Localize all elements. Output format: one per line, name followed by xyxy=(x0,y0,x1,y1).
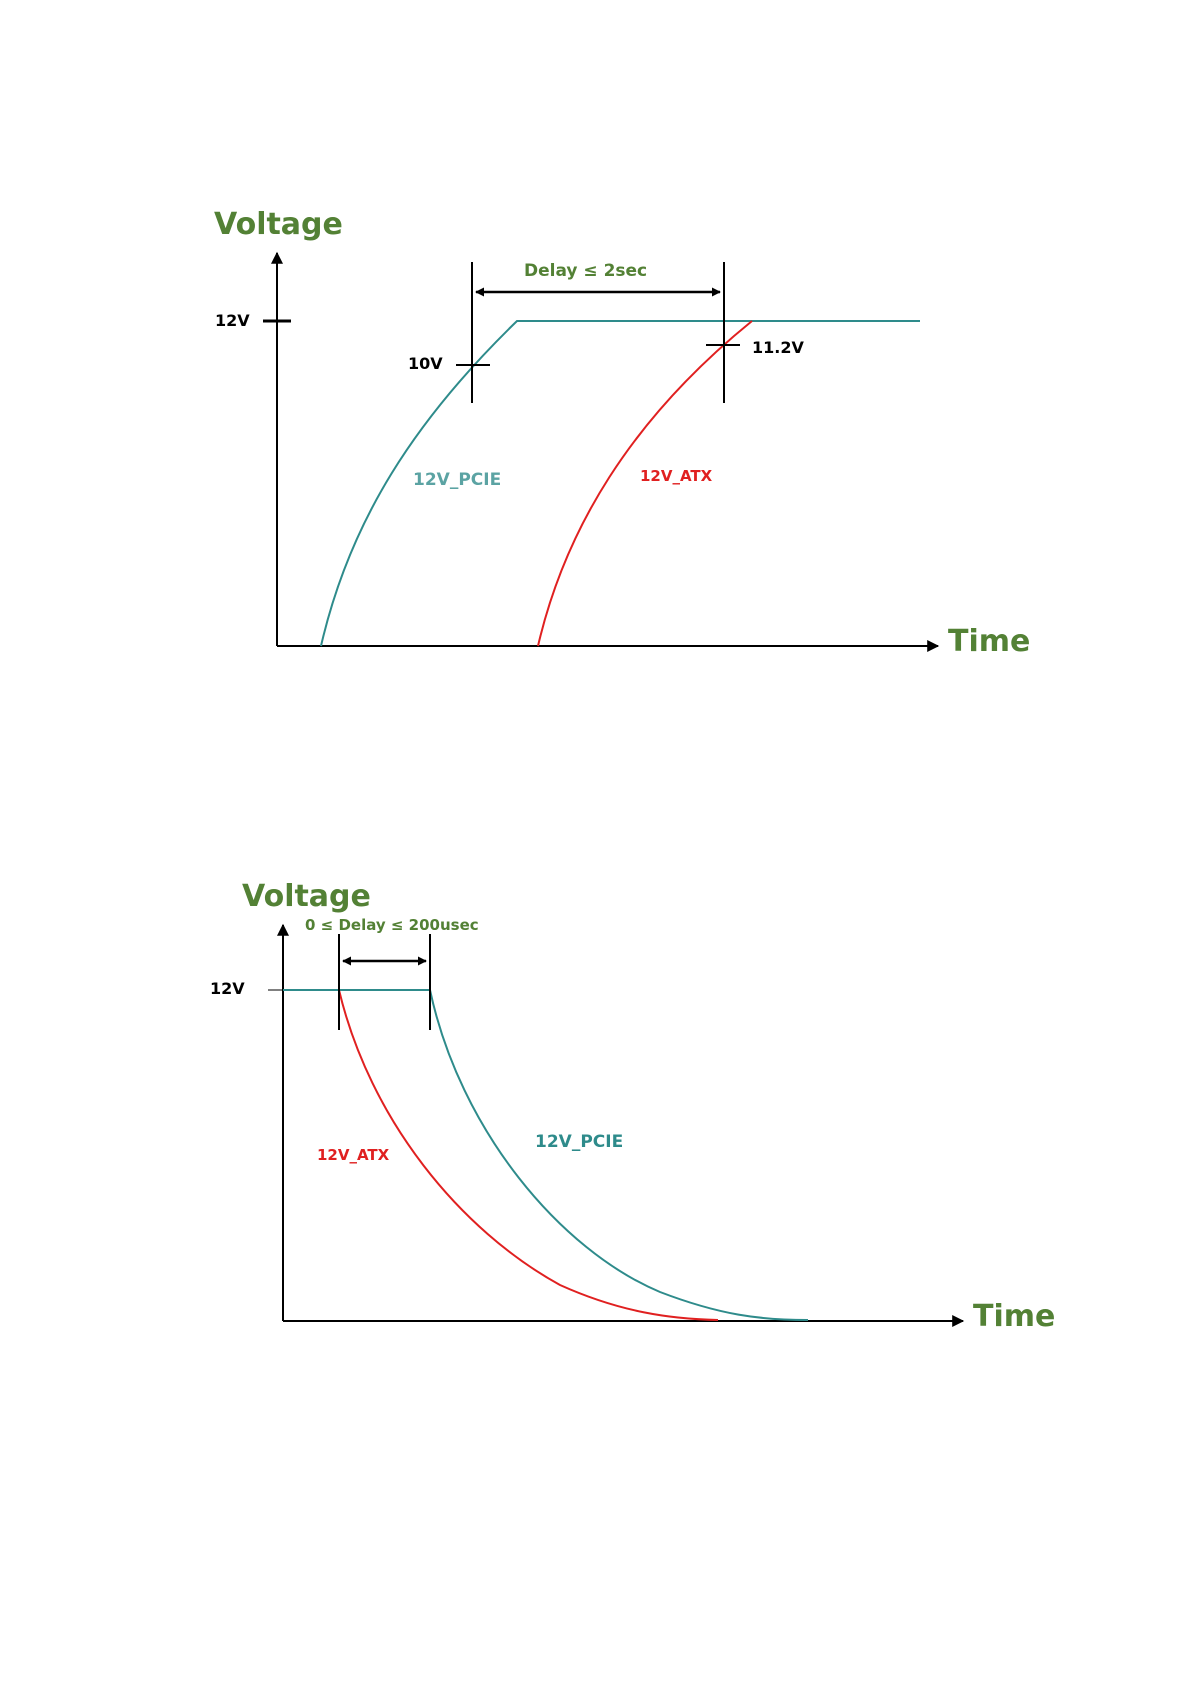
curve-12v-pcie xyxy=(283,989,809,1321)
curve-12v-atx xyxy=(338,989,719,1321)
label-12v: 12V xyxy=(215,311,250,330)
x-axis-label: Time xyxy=(973,1299,1055,1334)
power-off-diagram: Voltage Time 12V 0 ≤ Delay ≤ 200usec 12V… xyxy=(210,879,1055,1334)
series-label-atx: 12V_ATX xyxy=(317,1146,390,1164)
delay-label: 0 ≤ Delay ≤ 200usec xyxy=(305,916,479,934)
curve-12v-atx xyxy=(537,320,753,647)
series-label-atx: 12V_ATX xyxy=(640,467,713,485)
power-on-diagram: Voltage Time 12V 10V 11.2V Delay ≤ 2sec … xyxy=(214,207,1030,659)
delay-label: Delay ≤ 2sec xyxy=(524,261,647,281)
series-label-pcie: 12V_PCIE xyxy=(413,470,501,490)
curve-12v-pcie xyxy=(320,320,920,647)
label-11-2v: 11.2V xyxy=(752,338,804,357)
series-label-pcie: 12V_PCIE xyxy=(535,1132,623,1152)
label-10v: 10V xyxy=(408,354,443,373)
y-axis-label: Voltage xyxy=(242,879,371,914)
y-axis-label: Voltage xyxy=(214,207,343,242)
x-axis-label: Time xyxy=(948,624,1030,659)
label-12v: 12V xyxy=(210,979,245,998)
